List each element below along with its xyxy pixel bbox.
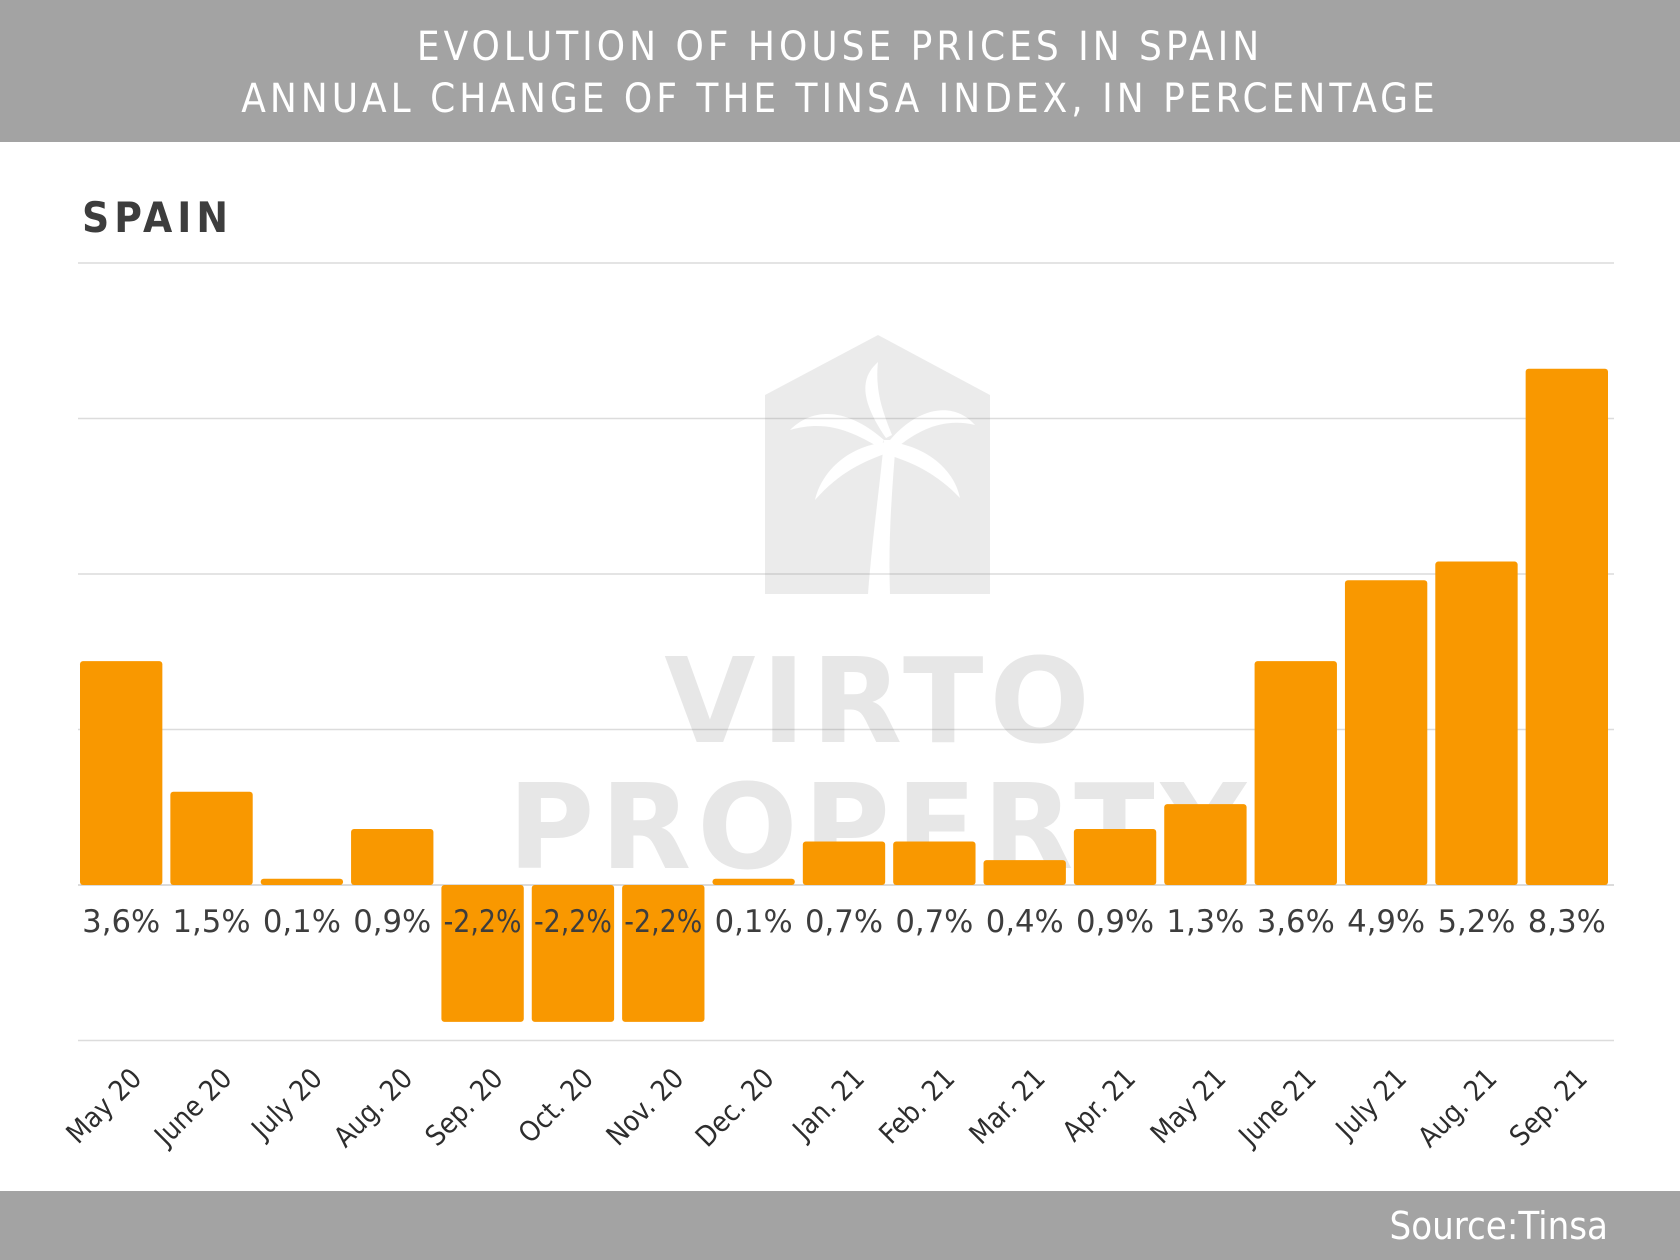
value-label: -2,2% bbox=[444, 904, 522, 940]
bar bbox=[712, 878, 795, 885]
value-label: 0,7% bbox=[895, 904, 973, 940]
bars bbox=[80, 368, 1608, 1022]
value-label: 0,1% bbox=[715, 904, 793, 940]
category-label: Nov. 20 bbox=[600, 1062, 691, 1153]
bar bbox=[1254, 661, 1337, 885]
category-label: Sep. 20 bbox=[419, 1062, 510, 1153]
watermark: VIRTO PROPERTY bbox=[508, 335, 1246, 896]
house-palm-icon bbox=[765, 335, 990, 594]
bar bbox=[1344, 580, 1428, 885]
bar bbox=[983, 860, 1066, 885]
value-label: 0,9% bbox=[1076, 904, 1154, 940]
value-label: 0,1% bbox=[263, 904, 341, 940]
category-label: June 21 bbox=[1231, 1062, 1323, 1154]
bar bbox=[893, 841, 976, 885]
value-label: -2,2% bbox=[534, 904, 612, 940]
category-label: Aug. 20 bbox=[327, 1062, 419, 1154]
bar bbox=[802, 841, 886, 885]
bar bbox=[1525, 368, 1608, 885]
region-label: SPAIN bbox=[82, 193, 233, 242]
footer-banner: Source:Tinsa bbox=[0, 1191, 1680, 1260]
category-label: July 20 bbox=[244, 1062, 329, 1147]
bar bbox=[441, 885, 524, 1022]
value-label: 0,7% bbox=[805, 904, 883, 940]
value-label: 0,4% bbox=[986, 904, 1064, 940]
value-label: 1,5% bbox=[173, 904, 251, 940]
category-label: Oct. 20 bbox=[512, 1062, 600, 1150]
category-label: Apr. 21 bbox=[1056, 1062, 1142, 1148]
category-label: Aug. 21 bbox=[1411, 1062, 1503, 1154]
bar bbox=[1073, 829, 1157, 885]
value-label: 5,2% bbox=[1437, 904, 1515, 940]
watermark-line-1: VIRTO bbox=[664, 632, 1096, 770]
value-label: 4,9% bbox=[1347, 904, 1425, 940]
chart-subtitle: ANNUAL CHANGE OF THE TINSA INDEX, IN PER… bbox=[241, 76, 1439, 122]
bar bbox=[1435, 561, 1518, 885]
bar bbox=[260, 878, 344, 885]
bar bbox=[1164, 804, 1247, 885]
value-label: 0,9% bbox=[353, 904, 431, 940]
value-label: 8,3% bbox=[1528, 904, 1606, 940]
category-label: July 21 bbox=[1328, 1062, 1413, 1147]
category-label: May 20 bbox=[60, 1062, 148, 1150]
category-label: June 20 bbox=[147, 1062, 239, 1154]
bar bbox=[622, 885, 705, 1022]
value-label: 1,3% bbox=[1166, 904, 1244, 940]
category-label: Jan. 21 bbox=[785, 1062, 871, 1148]
bar bbox=[80, 661, 163, 885]
source-label: Source:Tinsa bbox=[1389, 1204, 1609, 1248]
bar bbox=[531, 885, 615, 1022]
value-labels: 3,6% 1,5% 0,1% 0,9% -2,2% -2,2% -2,2% 0,1% 0,7% 0… bbox=[82, 904, 1606, 940]
category-label: Feb. 21 bbox=[873, 1062, 962, 1151]
bar bbox=[351, 829, 434, 885]
bar bbox=[170, 791, 253, 885]
header-banner: EVOLUTION OF HOUSE PRICES IN SPAIN ANNUA… bbox=[0, 0, 1680, 142]
category-label: May 21 bbox=[1144, 1062, 1232, 1150]
value-label: -2,2% bbox=[624, 904, 702, 940]
value-label: 3,6% bbox=[82, 904, 160, 940]
value-label: 3,6% bbox=[1257, 904, 1335, 940]
category-label: Mar. 21 bbox=[963, 1062, 1052, 1151]
category-label: Sep. 21 bbox=[1503, 1062, 1594, 1153]
category-label: Dec. 20 bbox=[689, 1062, 781, 1154]
chart-title: EVOLUTION OF HOUSE PRICES IN SPAIN bbox=[416, 24, 1264, 70]
